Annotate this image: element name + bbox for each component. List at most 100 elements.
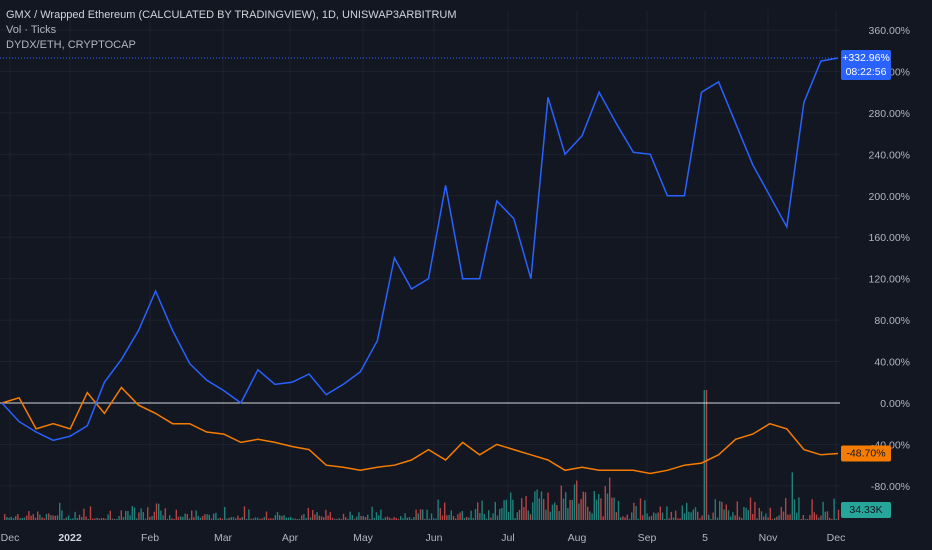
volume-bar	[85, 516, 87, 520]
volume-bar	[70, 518, 72, 520]
volume-bar	[441, 515, 444, 520]
volume-bar	[393, 516, 395, 520]
volume-bar	[10, 516, 12, 520]
volume-bar	[573, 484, 576, 520]
volume-bar	[492, 513, 494, 520]
volume-bar	[507, 511, 510, 520]
volume-bar	[516, 512, 518, 520]
volume-bar	[149, 516, 151, 520]
volume-bar	[323, 517, 325, 520]
volume-bar	[226, 518, 228, 520]
volume-bar	[496, 515, 499, 520]
volume-bar	[89, 506, 92, 520]
volume-bar	[798, 497, 800, 520]
symbol-title[interactable]: GMX / Wrapped Ethereum (CALCULATED BY TR…	[6, 9, 457, 21]
volume-bar	[488, 510, 490, 520]
compare-symbol-label[interactable]: DYDX/ETH, CRYPTOCAP	[6, 39, 136, 51]
volume-bar	[474, 509, 477, 520]
grid-lines	[0, 10, 840, 520]
volume-bar	[210, 518, 213, 520]
volume-bar	[96, 517, 98, 520]
volume-bar	[206, 514, 208, 520]
x-tick-label: Mar	[214, 532, 233, 544]
volume-bar	[307, 507, 309, 520]
volume-bar	[571, 499, 573, 520]
volume-bar	[587, 506, 589, 520]
volume-bar	[21, 518, 23, 520]
volume-bar	[815, 514, 818, 520]
volume-bar	[490, 517, 492, 520]
volume-bar	[367, 514, 369, 520]
volume-bar	[78, 514, 81, 520]
volume-bar	[736, 501, 738, 520]
volume-bar	[782, 511, 785, 520]
volume-bar	[325, 509, 327, 520]
volume-bar	[15, 516, 17, 520]
volume-bar	[34, 517, 37, 520]
volume-bar	[331, 517, 334, 520]
volume-bar	[235, 518, 237, 520]
volume-bar	[30, 515, 32, 520]
volume-bar	[202, 515, 204, 520]
volume-bar	[320, 516, 323, 520]
volume-bar	[545, 509, 547, 520]
volume-bar	[340, 518, 342, 520]
volume-bar	[463, 518, 466, 520]
volume-bar	[525, 496, 527, 520]
volume-bar	[177, 516, 180, 520]
volume-bar	[468, 517, 470, 520]
volume-bar	[602, 516, 604, 520]
volume-bar	[424, 518, 426, 520]
volume-bar	[105, 518, 107, 520]
volume-bar	[98, 518, 100, 520]
volume-bar	[485, 518, 488, 520]
volume-bar	[580, 499, 582, 520]
volume-bar	[527, 510, 529, 520]
volume-bar	[268, 518, 270, 520]
volume-bar	[402, 518, 404, 520]
volume-bar	[547, 492, 549, 520]
volume-bar	[419, 509, 422, 520]
volume-bar	[626, 514, 628, 520]
volume-bar	[241, 517, 243, 520]
volume-indicator-label[interactable]: Vol · Ticks	[6, 24, 57, 36]
volume-bars	[4, 390, 840, 520]
x-tick-label: Dec	[827, 532, 846, 544]
volume-bar	[760, 511, 763, 520]
volume-bar	[472, 518, 474, 520]
volume-bar	[59, 502, 61, 520]
compare-value-tag-text: -48.70%	[846, 447, 885, 459]
volume-bar	[384, 517, 386, 520]
volume-bar	[122, 517, 125, 520]
x-axis[interactable]: Dec 2022 Feb Mar Apr May Jun Jul Aug Sep 5 Nov Dec	[1, 532, 846, 544]
volume-bar	[796, 512, 798, 520]
volume-bar	[494, 501, 496, 520]
volume-bar	[138, 512, 140, 520]
volume-bar	[560, 485, 562, 520]
volume-bar	[265, 511, 268, 520]
volume-bar	[624, 517, 626, 520]
volume-bar	[111, 518, 114, 520]
volume-bar	[263, 517, 265, 520]
volume-bar	[683, 513, 686, 520]
volume-bar	[56, 515, 59, 520]
volume-bar	[140, 508, 142, 520]
series-line-gmx-weth	[1, 57, 839, 442]
volume-bar	[727, 510, 730, 520]
volume-bar	[127, 511, 129, 520]
volume-bar	[466, 516, 468, 520]
y-axis[interactable]: 360.00%320.00%280.00%240.00%200.00%160.0…	[869, 25, 910, 493]
volume-bar	[635, 505, 637, 520]
y-tick-label: 0.00%	[880, 398, 910, 410]
volume-bar	[184, 513, 186, 520]
volume-bar	[362, 516, 364, 520]
volume-bar	[28, 511, 30, 520]
volume-bar	[714, 499, 716, 520]
volume-bar	[501, 507, 503, 520]
x-tick-label: 2022	[58, 532, 82, 544]
volume-bar	[444, 502, 446, 520]
volume-bar	[309, 517, 312, 520]
volume-bar	[285, 517, 287, 520]
